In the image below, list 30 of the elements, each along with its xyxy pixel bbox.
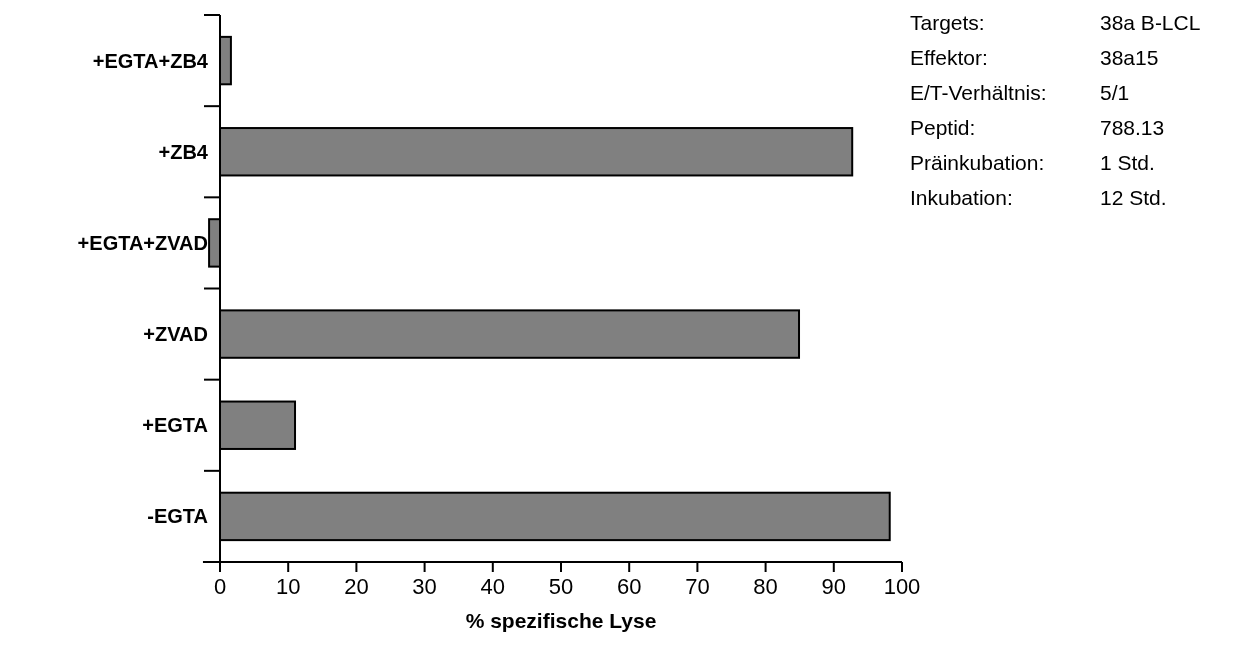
x-tick-label: 50: [548, 574, 574, 599]
x-tick-label: 20: [344, 574, 369, 599]
x-tick-label: 70: [685, 574, 710, 599]
text: 788.13: [1100, 116, 1165, 139]
y-tick-label: +ZVAD: [143, 323, 208, 346]
text: E/T-Verhältnis:: [910, 81, 1047, 104]
text: 1 Std.: [1100, 151, 1155, 174]
y-tick-label: +EGTA+ZVAD: [77, 231, 208, 254]
x-tick-label: 40: [480, 574, 506, 599]
x-tick-label: 100: [883, 574, 921, 599]
text: 38a15: [1100, 46, 1159, 69]
y-tick-label: +ZB4: [158, 140, 209, 163]
y-tick-label: +EGTA: [142, 414, 208, 437]
text: Peptid:: [910, 116, 976, 139]
text: 12 Std.: [1100, 186, 1167, 209]
x-tick-label: 80: [753, 574, 778, 599]
y-tick-label: -EGTA: [147, 505, 208, 528]
x-tick-label: 30: [412, 574, 437, 599]
x-axis-title: % spezifische Lyse: [465, 609, 657, 632]
text: Inkubation:: [910, 186, 1013, 209]
y-tick-label: +EGTA+ZB4: [92, 49, 209, 72]
text: Präinkubation:: [910, 151, 1045, 174]
text: Targets:: [910, 11, 985, 34]
text: Effektor:: [910, 46, 988, 69]
x-tick-label: 90: [821, 574, 847, 599]
x-tick-label: 10: [275, 574, 301, 599]
x-tick-label: 60: [616, 574, 642, 599]
text: 5/1: [1100, 81, 1130, 104]
x-tick-label: 0: [213, 574, 227, 599]
text: 38a B-LCL: [1100, 11, 1201, 34]
